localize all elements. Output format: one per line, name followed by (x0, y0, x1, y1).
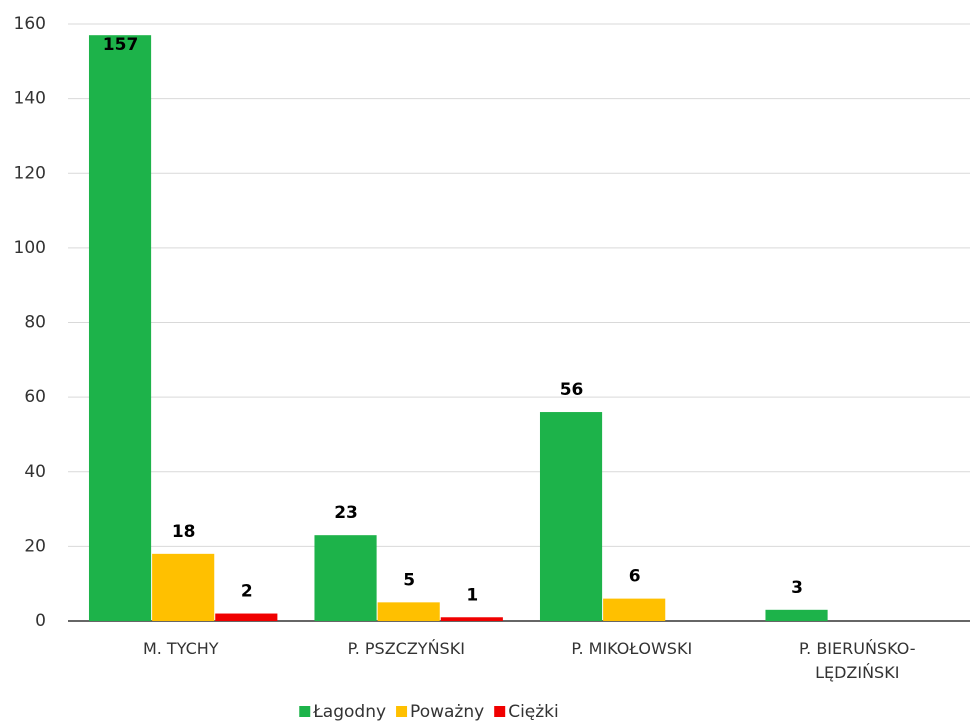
value-label: 23 (334, 503, 358, 523)
value-label: 56 (560, 380, 584, 400)
y-tick-label: 0 (35, 611, 46, 631)
value-label: 3 (791, 578, 803, 598)
y-tick-label: 20 (24, 536, 46, 556)
value-label: 2 (241, 582, 253, 602)
bar (88, 35, 152, 622)
legend-swatch (396, 706, 408, 717)
bar (152, 553, 215, 621)
value-label: 6 (629, 567, 641, 587)
y-tick-label: 60 (24, 387, 46, 407)
value-label: 157 (103, 35, 139, 55)
x-tick-box: P. BIERUŃSKO-LĘDZIŃSKI (798, 639, 916, 682)
legend: Łagodny Poważny Ciężki (299, 702, 559, 722)
y-tick-label: 140 (14, 89, 46, 109)
x-tick-box: P. MIKOŁOWSKI (571, 639, 693, 658)
y-tick-label: 80 (24, 313, 46, 333)
value-label: 18 (172, 522, 196, 542)
bar (215, 613, 278, 621)
legend-swatch (299, 706, 311, 717)
bar (603, 598, 666, 621)
x-tick-label: M. TYCHY (142, 639, 219, 658)
x-tick-label: P. BIERUŃSKO-LĘDZIŃSKI (798, 639, 916, 682)
bar (440, 617, 503, 621)
legend-swatch (494, 706, 506, 717)
y-tick-label: 160 (14, 14, 46, 34)
y-tick-label: 120 (14, 163, 46, 183)
legend-label: Ciężki (508, 702, 559, 722)
value-label: 1 (466, 585, 478, 605)
legend-label: Poważny (410, 702, 484, 722)
bar (765, 609, 828, 621)
value-label: 5 (403, 570, 415, 590)
x-tick-box: M. TYCHY (142, 639, 219, 658)
x-tick-label: P. MIKOŁOWSKI (571, 639, 693, 658)
legend-label: Łagodny (312, 702, 386, 722)
y-tick-label: 100 (14, 238, 46, 258)
y-tick-label: 40 (24, 462, 46, 482)
bar (377, 602, 440, 621)
x-tick-label: P. PSZCZYŃSKI (347, 639, 465, 658)
x-tick-box: P. PSZCZYŃSKI (347, 639, 465, 658)
bar (539, 412, 603, 621)
bar (314, 535, 377, 621)
